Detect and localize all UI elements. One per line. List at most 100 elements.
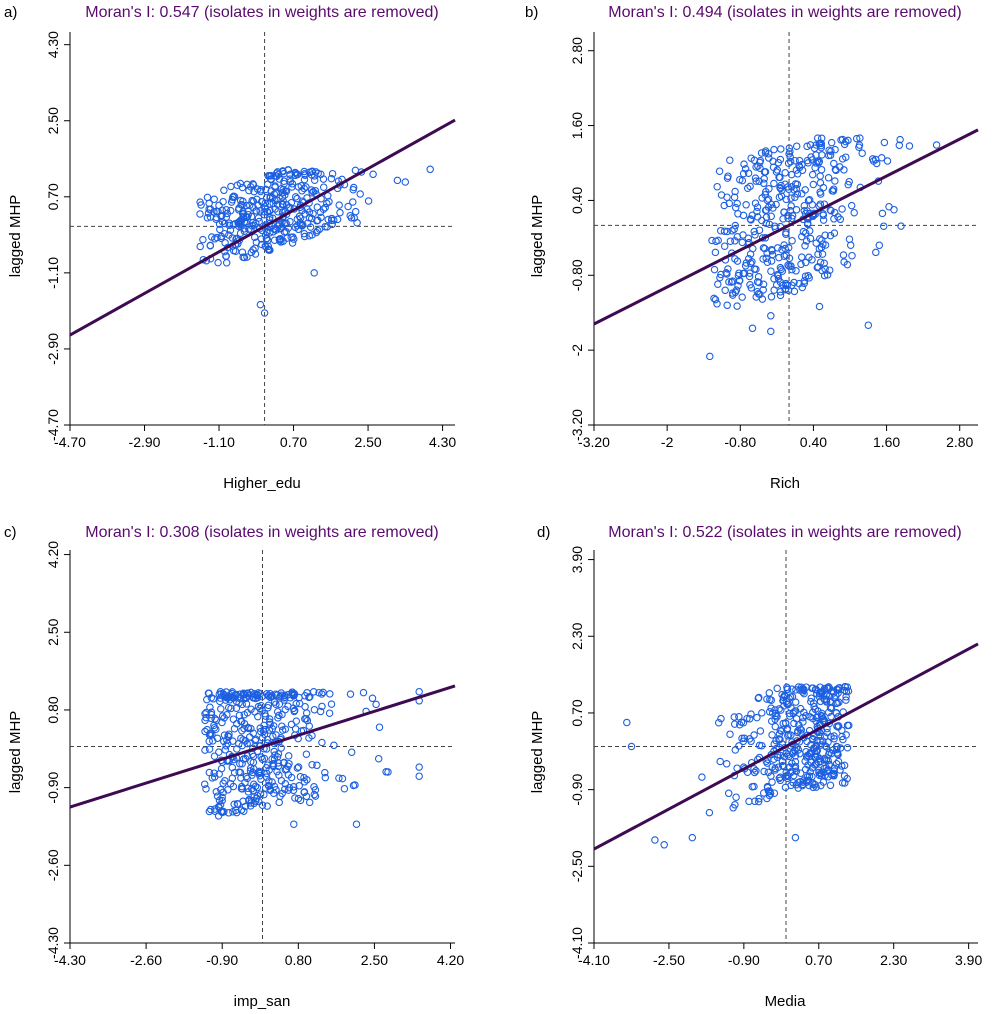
data-point xyxy=(823,728,831,737)
data-point xyxy=(302,183,310,191)
data-point xyxy=(246,802,255,810)
data-point xyxy=(809,180,818,189)
data-point xyxy=(794,784,802,792)
data-point xyxy=(798,160,806,169)
data-point xyxy=(821,241,830,249)
data-point xyxy=(705,808,714,817)
data-point xyxy=(724,789,733,798)
data-point xyxy=(801,272,810,280)
data-point xyxy=(791,747,799,755)
data-point xyxy=(755,741,764,750)
panel-label: a) xyxy=(4,4,17,21)
data-point xyxy=(273,767,281,776)
data-point xyxy=(273,172,281,180)
data-point xyxy=(747,710,755,718)
data-point xyxy=(300,232,309,241)
data-point xyxy=(826,151,835,159)
data-point xyxy=(203,214,212,222)
data-point xyxy=(765,185,773,193)
data-point xyxy=(864,321,873,329)
data-point xyxy=(827,206,835,215)
data-point xyxy=(255,767,264,776)
data-point xyxy=(364,197,373,205)
data-point xyxy=(415,763,423,771)
data-point xyxy=(230,724,239,733)
data-point xyxy=(790,278,798,287)
data-point xyxy=(749,244,757,253)
data-point xyxy=(300,778,309,786)
data-point xyxy=(243,253,251,261)
data-point xyxy=(839,251,848,259)
panel-label: d) xyxy=(537,524,550,541)
data-point xyxy=(246,739,254,747)
data-point xyxy=(786,147,794,156)
data-point xyxy=(278,189,287,197)
regression-line xyxy=(69,118,456,337)
x-tick-label: 0.80 xyxy=(285,952,312,968)
data-point xyxy=(338,774,347,783)
data-point xyxy=(832,760,841,768)
data-point xyxy=(830,770,838,779)
data-point xyxy=(266,246,274,254)
data-point xyxy=(787,194,795,202)
data-point xyxy=(788,767,796,775)
data-point xyxy=(278,710,286,719)
x-tick-label: -0.90 xyxy=(206,952,238,968)
data-point xyxy=(710,265,719,274)
data-point xyxy=(346,690,355,698)
data-point xyxy=(738,293,746,301)
data-point xyxy=(263,735,272,744)
data-point xyxy=(817,236,826,244)
data-point xyxy=(426,165,434,174)
data-point xyxy=(838,205,846,213)
data-point xyxy=(770,789,779,797)
data-point xyxy=(790,719,798,728)
data-point xyxy=(788,685,796,693)
data-point xyxy=(204,209,213,217)
x-tick-label: -0.80 xyxy=(724,434,756,450)
data-point xyxy=(800,686,808,695)
data-point xyxy=(783,726,791,734)
y-tick-label: 2.50 xyxy=(45,618,61,645)
data-point xyxy=(763,783,772,792)
data-point xyxy=(229,193,237,201)
chart-title: Moran's I: 0.308 (isolates in weights ar… xyxy=(85,524,438,541)
data-point xyxy=(218,712,227,720)
data-point xyxy=(785,144,794,152)
data-point xyxy=(818,687,826,696)
data-point xyxy=(878,209,887,218)
y-tick-label: 0.40 xyxy=(569,187,585,214)
data-point xyxy=(817,781,825,790)
data-point xyxy=(239,755,248,763)
data-point xyxy=(239,690,248,699)
data-point xyxy=(269,199,277,208)
data-point xyxy=(858,149,866,157)
data-point xyxy=(310,269,318,277)
data-point xyxy=(745,272,754,281)
data-point xyxy=(792,767,801,776)
data-point xyxy=(415,687,423,696)
data-point xyxy=(784,261,792,269)
data-point xyxy=(292,699,300,708)
data-point xyxy=(746,269,754,277)
data-point xyxy=(735,742,743,750)
data-point xyxy=(827,732,835,741)
data-point xyxy=(236,760,244,768)
data-point xyxy=(730,720,739,728)
data-point xyxy=(756,164,764,172)
data-point xyxy=(271,182,279,190)
data-point xyxy=(212,788,221,796)
data-point xyxy=(265,715,274,723)
data-point xyxy=(896,135,904,144)
data-point xyxy=(743,184,752,192)
data-point xyxy=(207,710,216,719)
data-point xyxy=(830,732,838,740)
data-point xyxy=(771,766,779,774)
data-point xyxy=(369,170,377,179)
data-point xyxy=(750,731,758,739)
data-point xyxy=(627,742,636,751)
data-point xyxy=(723,301,731,310)
data-point xyxy=(291,725,300,733)
data-point xyxy=(270,698,279,706)
data-point xyxy=(797,253,806,261)
